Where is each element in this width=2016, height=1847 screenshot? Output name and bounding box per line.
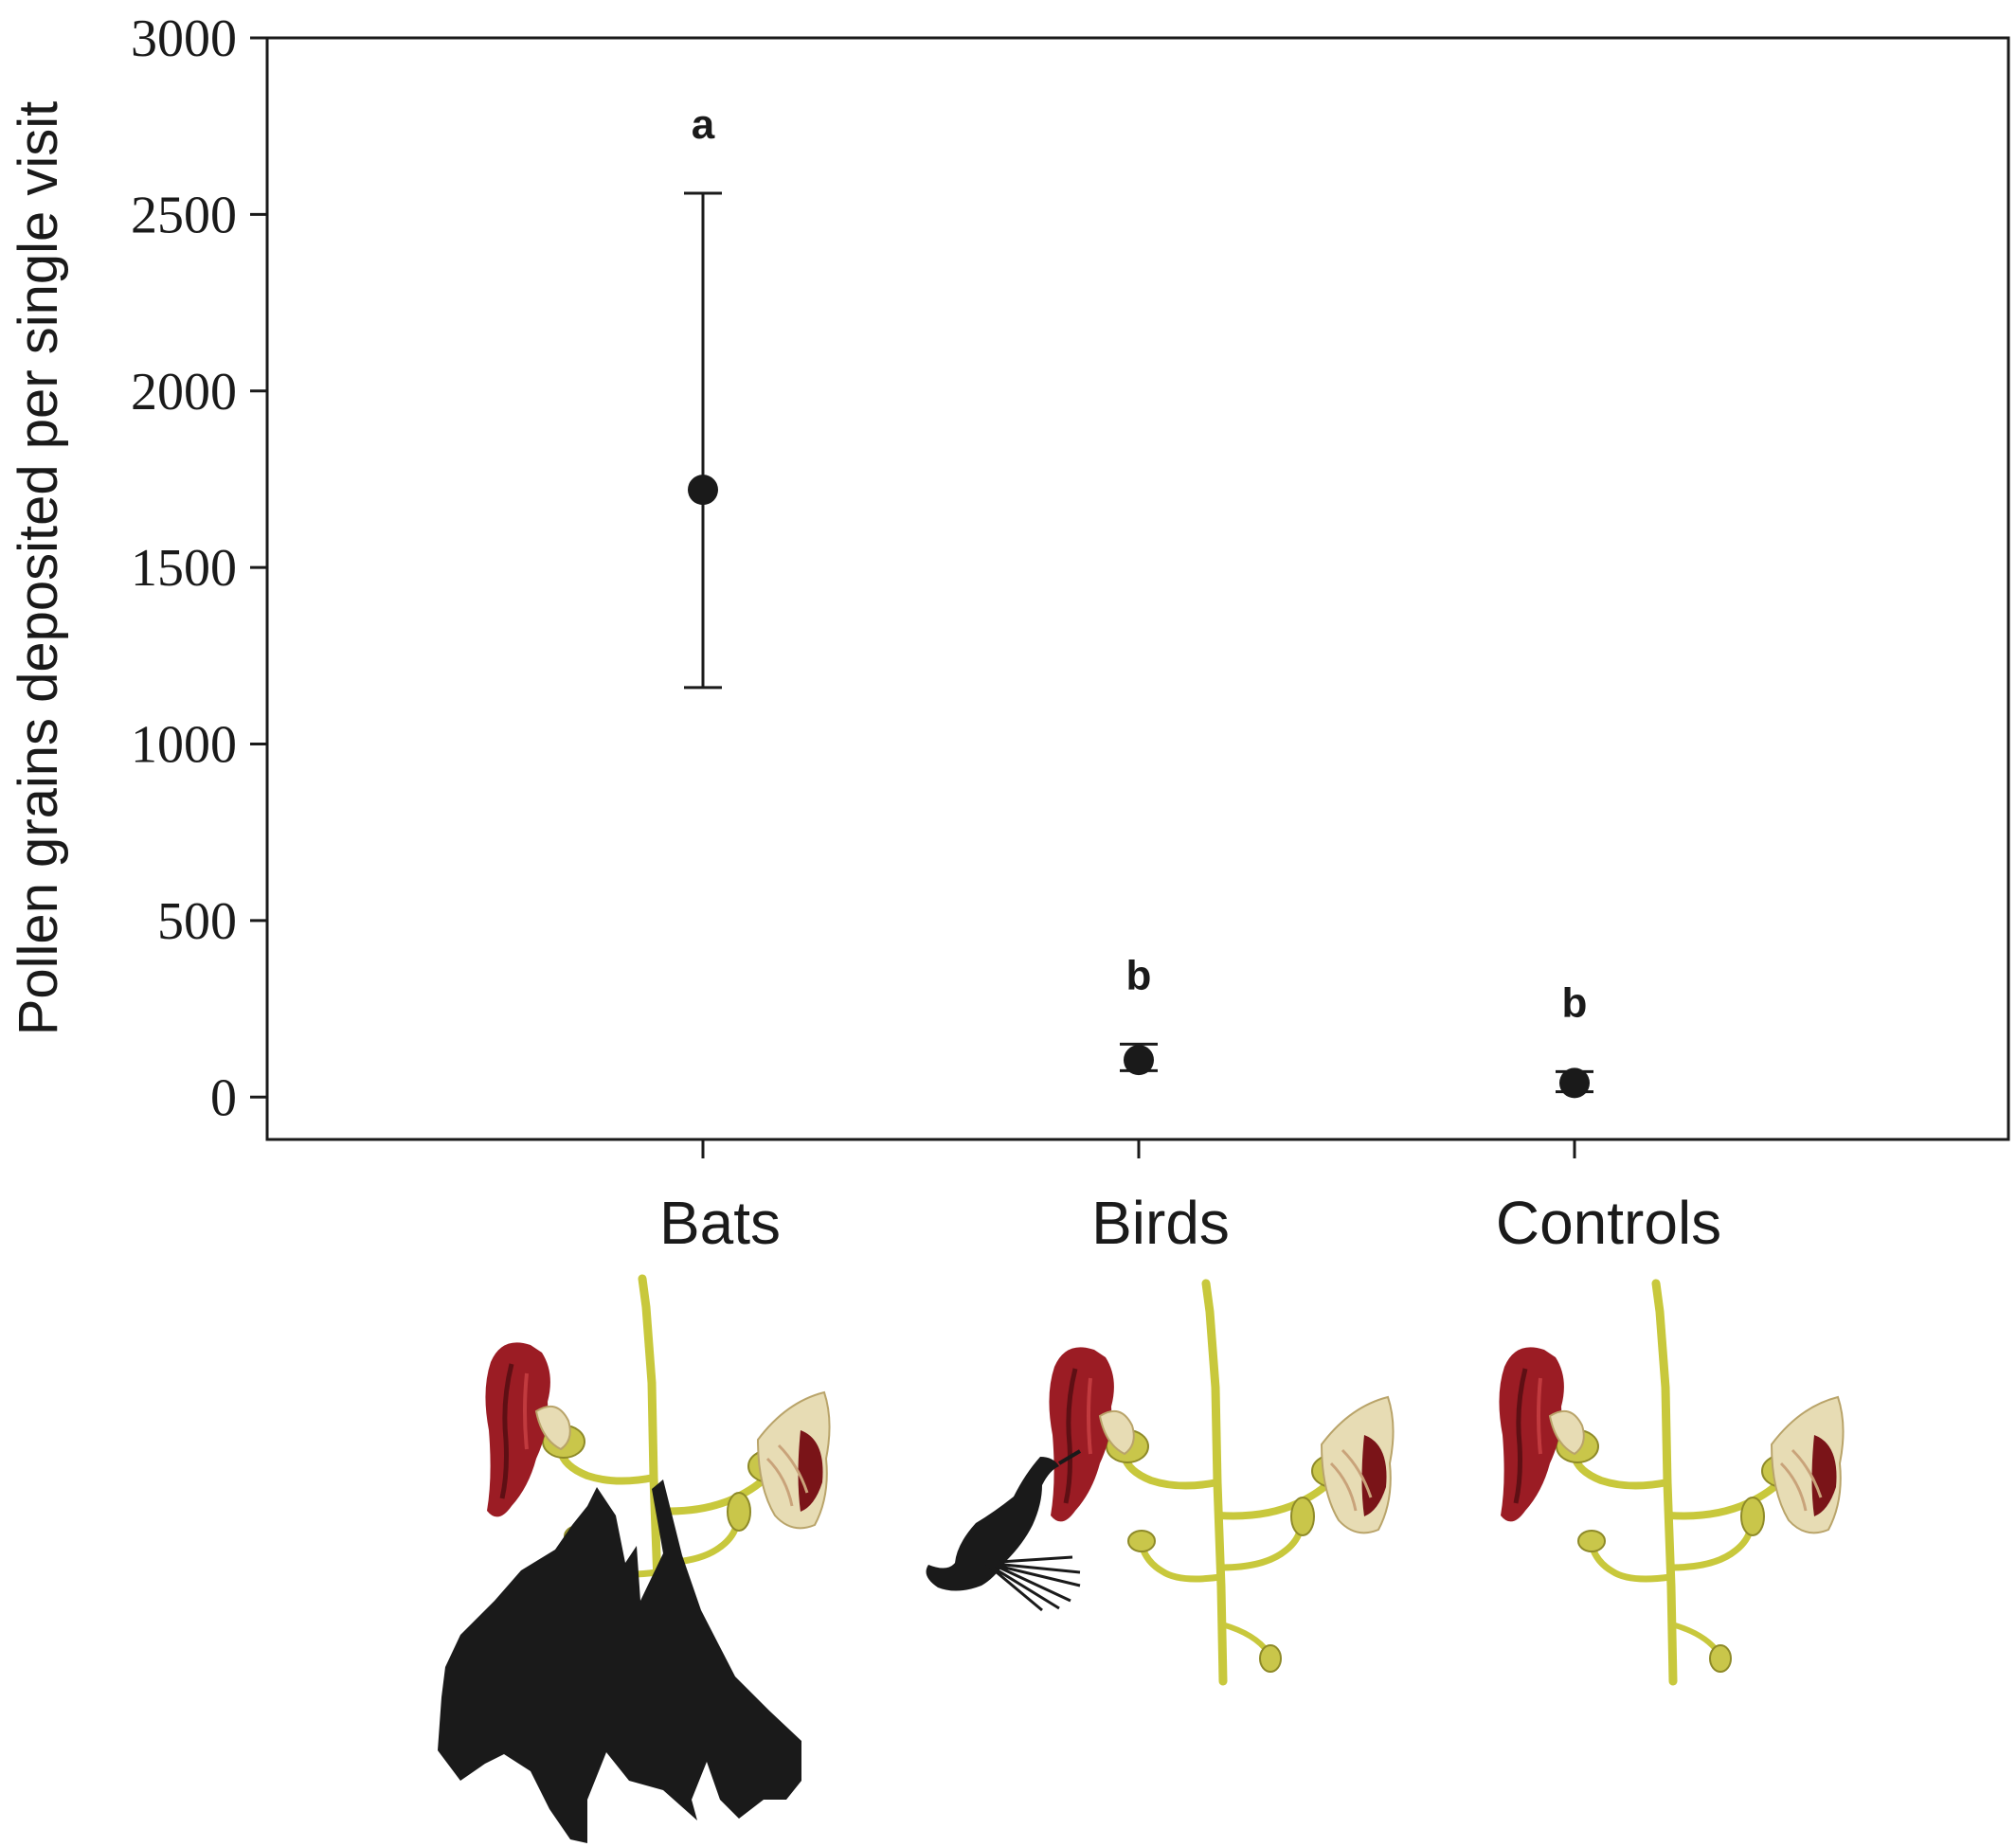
x-axis-ticks <box>701 1139 1576 1158</box>
data-point-bats <box>688 475 718 506</box>
data-point-controls <box>1559 1067 1590 1099</box>
bat-silhouette-icon <box>438 1479 801 1843</box>
y-tick-label: 0 <box>210 1068 237 1127</box>
sunbird-silhouette-icon <box>926 1449 1082 1612</box>
data-points <box>688 475 1590 1099</box>
significance-letter-bats: a <box>692 101 715 148</box>
y-tick-label: 2500 <box>131 186 237 244</box>
significance-letter-controls: b <box>1562 979 1588 1026</box>
flowering-branch-icon <box>1499 1283 1843 1681</box>
y-tick-label: 1500 <box>131 539 237 598</box>
significance-letter-birds: b <box>1126 952 1152 998</box>
category-label-birds: Birds <box>1091 1189 1230 1257</box>
significance-letters: a b b <box>692 101 1588 1026</box>
flowering-branch-icon <box>1049 1283 1393 1681</box>
y-tick-label: 2000 <box>131 363 237 421</box>
y-tick-label: 1000 <box>131 716 237 775</box>
illustration-controls <box>1499 1283 1843 1681</box>
data-point-birds <box>1124 1045 1154 1076</box>
illustration-birds <box>926 1283 1394 1681</box>
category-label-bats: Bats <box>659 1189 781 1257</box>
category-label-controls: Controls <box>1496 1189 1721 1257</box>
y-tick-label: 500 <box>157 892 237 951</box>
error-bar-bats <box>684 191 722 690</box>
y-axis: 0 500 1000 1500 2000 2500 3000 <box>131 9 267 1127</box>
y-tick-label: 3000 <box>131 9 237 68</box>
illustration-bats <box>438 1279 830 1843</box>
y-axis-title: Pollen grains deposited per single visit <box>8 101 69 1036</box>
category-labels: Bats Birds Controls <box>659 1189 1721 1257</box>
